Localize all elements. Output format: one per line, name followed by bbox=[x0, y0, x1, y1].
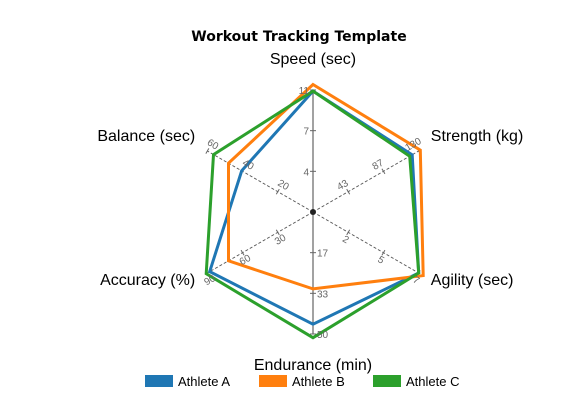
legend-label: Athlete B bbox=[292, 374, 345, 389]
center-dot bbox=[310, 209, 316, 215]
tick-label-speed-7: 7 bbox=[303, 127, 309, 138]
tick-label-balance-20: 20 bbox=[275, 178, 291, 193]
legend-item-athlete-b[interactable]: Athlete B bbox=[259, 374, 345, 389]
legend: Athlete A Athlete B Athlete C bbox=[145, 374, 459, 389]
spoke-agility bbox=[312, 211, 419, 274]
tick-mark bbox=[275, 229, 280, 236]
axis-label-endurance: Endurance (min) bbox=[254, 357, 372, 374]
tick-mark bbox=[275, 188, 280, 195]
series-athlete-a bbox=[207, 89, 421, 326]
legend-swatch bbox=[259, 375, 287, 387]
legend-label: Athlete A bbox=[178, 374, 230, 389]
tick-mark bbox=[205, 148, 210, 154]
legend-label: Athlete C bbox=[406, 374, 459, 389]
chart-title: Workout Tracking Template bbox=[191, 29, 406, 45]
tick-mark bbox=[381, 249, 386, 256]
axis-label-strength: Strength (kg) bbox=[431, 128, 523, 145]
tick-label-endurance-33: 33 bbox=[317, 289, 329, 300]
series-athlete-b bbox=[227, 82, 425, 291]
axis-label-agility: Agility (sec) bbox=[431, 272, 514, 289]
legend-swatch bbox=[145, 375, 173, 387]
axis-label-balance: Balance (sec) bbox=[97, 128, 195, 145]
spoke-balance bbox=[207, 150, 314, 213]
tick-label-agility-5: 5 bbox=[375, 254, 386, 267]
tick-label-strength-43: 43 bbox=[335, 178, 351, 193]
series-athlete-c bbox=[204, 89, 421, 340]
tick-mark bbox=[346, 229, 351, 236]
tick-label-endurance-50: 50 bbox=[317, 330, 329, 341]
tick-label-balance-40: 40 bbox=[240, 158, 256, 173]
tick-label-speed-4: 4 bbox=[303, 167, 309, 178]
tick-mark bbox=[381, 168, 386, 175]
axis-label-accuracy: Accuracy (%) bbox=[100, 272, 195, 289]
tick-label-accuracy-60: 60 bbox=[238, 253, 254, 268]
spoke-accuracy bbox=[207, 211, 314, 274]
legend-swatch bbox=[373, 375, 401, 387]
legend-item-athlete-c[interactable]: Athlete C bbox=[373, 374, 459, 389]
legend-item-athlete-a[interactable]: Athlete A bbox=[145, 374, 230, 389]
tick-label-endurance-17: 17 bbox=[317, 249, 329, 260]
tick-label-balance-60: 60 bbox=[205, 137, 221, 152]
tick-label-agility-2: 2 bbox=[340, 234, 351, 247]
tick-label-accuracy-30: 30 bbox=[273, 232, 289, 247]
tick-label-agility-7: 7 bbox=[411, 275, 422, 288]
tick-label-speed-11: 11 bbox=[299, 86, 310, 97]
tick-mark bbox=[346, 188, 351, 195]
spoke-strength bbox=[312, 150, 419, 213]
axis-label-speed: Speed (sec) bbox=[270, 51, 356, 68]
tick-label-accuracy-90: 90 bbox=[202, 273, 218, 288]
tick-label-strength-87: 87 bbox=[371, 157, 387, 172]
tick-mark bbox=[240, 249, 245, 256]
